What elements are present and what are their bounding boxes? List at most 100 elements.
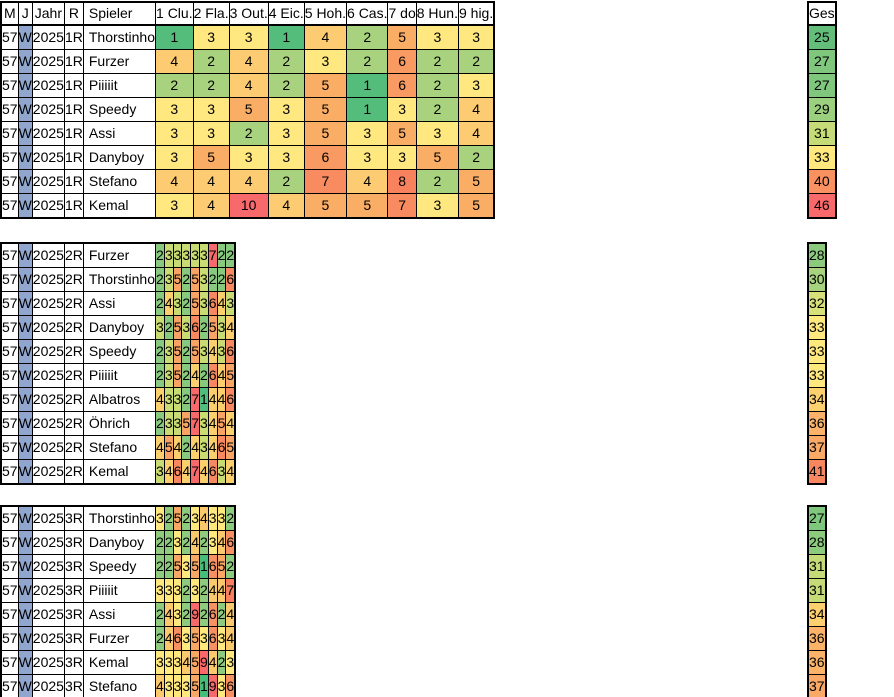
hole-score-cell[interactable]: 3: [190, 505, 200, 531]
week-cell[interactable]: W: [17, 97, 33, 122]
hole-score-cell[interactable]: 5: [387, 24, 417, 50]
week-cell[interactable]: W: [17, 315, 33, 340]
round-cell[interactable]: 1R: [63, 145, 84, 170]
hole-score-cell[interactable]: 1: [346, 97, 389, 122]
hole-score-cell[interactable]: 2: [267, 49, 305, 74]
hole-score-cell[interactable]: 2: [346, 49, 389, 74]
hole-score-cell[interactable]: 4: [155, 387, 165, 412]
hole-score-cell[interactable]: 3: [192, 121, 230, 146]
hole-score-cell[interactable]: 4: [225, 411, 236, 436]
hole-score-cell[interactable]: 3: [228, 24, 269, 50]
hole-score-cell[interactable]: 4: [155, 674, 165, 697]
hole-score-cell[interactable]: 6: [207, 554, 218, 579]
year-cell[interactable]: 2025: [31, 291, 65, 316]
hole-score-cell[interactable]: 3: [457, 24, 495, 50]
hole-score-cell[interactable]: 3: [199, 411, 209, 436]
total-score-cell[interactable]: 34: [807, 602, 827, 627]
year-cell[interactable]: 2025: [31, 73, 65, 98]
m-cell[interactable]: 57: [0, 505, 19, 531]
hole-score-cell[interactable]: 3: [216, 459, 227, 485]
total-score-cell[interactable]: 36: [807, 626, 827, 651]
hole-score-cell[interactable]: 3: [199, 435, 209, 460]
week-cell[interactable]: W: [17, 193, 33, 219]
year-cell[interactable]: 2025: [31, 121, 65, 146]
hole-score-cell[interactable]: 3: [207, 505, 218, 531]
header-cell-6-cas[interactable]: 6 Cas.: [346, 1, 389, 26]
hole-score-cell[interactable]: 1: [346, 73, 389, 98]
hole-score-cell[interactable]: 3: [155, 650, 165, 675]
m-cell[interactable]: 57: [0, 626, 19, 651]
hole-score-cell[interactable]: 3: [199, 242, 209, 268]
hole-score-cell[interactable]: 2: [216, 242, 227, 268]
hole-score-cell[interactable]: 3: [216, 315, 227, 340]
player-cell[interactable]: Thorstinho: [82, 267, 157, 292]
hole-score-cell[interactable]: 2: [155, 291, 165, 316]
hole-score-cell[interactable]: 5: [415, 145, 459, 170]
hole-score-cell[interactable]: 4: [216, 363, 227, 388]
hole-score-cell[interactable]: 2: [199, 530, 209, 555]
week-cell[interactable]: W: [17, 145, 33, 170]
hole-score-cell[interactable]: 3: [181, 242, 192, 268]
hole-score-cell[interactable]: 3: [267, 121, 305, 146]
m-cell[interactable]: 57: [0, 291, 19, 316]
hole-score-cell[interactable]: 3: [163, 650, 174, 675]
hole-score-cell[interactable]: 3: [163, 363, 174, 388]
hole-score-cell[interactable]: 5: [216, 554, 227, 579]
hole-score-cell[interactable]: 4: [346, 169, 389, 194]
hole-score-cell[interactable]: 7: [387, 193, 417, 219]
hole-score-cell[interactable]: 2: [163, 554, 174, 579]
hole-score-cell[interactable]: 10: [228, 193, 269, 219]
week-cell[interactable]: W: [17, 291, 33, 316]
hole-score-cell[interactable]: 4: [155, 435, 165, 460]
hole-score-cell[interactable]: 2: [415, 49, 459, 74]
hole-score-cell[interactable]: 5: [303, 73, 348, 98]
hole-score-cell[interactable]: 2: [155, 411, 165, 436]
hole-score-cell[interactable]: 3: [346, 145, 389, 170]
hole-score-cell[interactable]: 3: [216, 505, 227, 531]
hole-score-cell[interactable]: 8: [387, 169, 417, 194]
player-cell[interactable]: Öhrich: [82, 411, 157, 436]
total-score-cell[interactable]: 37: [807, 674, 827, 697]
player-cell[interactable]: Furzer: [82, 242, 157, 268]
hole-score-cell[interactable]: 7: [190, 411, 200, 436]
year-cell[interactable]: 2025: [31, 626, 65, 651]
hole-score-cell[interactable]: 3: [303, 49, 348, 74]
hole-score-cell[interactable]: 3: [172, 650, 183, 675]
hole-score-cell[interactable]: 2: [216, 650, 227, 675]
hole-score-cell[interactable]: 4: [228, 49, 269, 74]
hole-score-cell[interactable]: 2: [181, 602, 192, 627]
week-cell[interactable]: W: [17, 650, 33, 675]
hole-score-cell[interactable]: 4: [192, 169, 230, 194]
player-cell[interactable]: Stefano: [82, 435, 157, 460]
hole-score-cell[interactable]: 3: [155, 459, 165, 485]
hole-score-cell[interactable]: 2: [155, 602, 165, 627]
hole-score-cell[interactable]: 3: [172, 242, 183, 268]
hole-score-cell[interactable]: 3: [199, 267, 209, 292]
round-cell[interactable]: 3R: [63, 650, 84, 675]
hole-score-cell[interactable]: 2: [181, 339, 192, 364]
hole-score-cell[interactable]: 2: [181, 530, 192, 555]
hole-score-cell[interactable]: 4: [199, 505, 209, 531]
hole-score-cell[interactable]: 4: [207, 339, 218, 364]
week-cell[interactable]: W: [17, 121, 33, 146]
m-cell[interactable]: 57: [0, 530, 19, 555]
round-cell[interactable]: 3R: [63, 674, 84, 697]
hole-score-cell[interactable]: 4: [207, 387, 218, 412]
hole-score-cell[interactable]: 2: [181, 291, 192, 316]
hole-score-cell[interactable]: 4: [228, 169, 269, 194]
hole-score-cell[interactable]: 4: [190, 363, 200, 388]
hole-score-cell[interactable]: 2: [155, 626, 165, 651]
player-cell[interactable]: Albatros: [82, 387, 157, 412]
player-cell[interactable]: Danyboy: [82, 315, 157, 340]
year-cell[interactable]: 2025: [31, 554, 65, 579]
hole-score-cell[interactable]: 3: [155, 97, 194, 122]
m-cell[interactable]: 57: [0, 169, 19, 194]
player-cell[interactable]: Stefano: [82, 169, 157, 194]
hole-score-cell[interactable]: 4: [457, 97, 495, 122]
year-cell[interactable]: 2025: [31, 435, 65, 460]
year-cell[interactable]: 2025: [31, 505, 65, 531]
hole-score-cell[interactable]: 2: [181, 505, 192, 531]
hole-score-cell[interactable]: 9: [207, 674, 218, 697]
hole-score-cell[interactable]: 5: [190, 291, 200, 316]
hole-score-cell[interactable]: 5: [190, 339, 200, 364]
